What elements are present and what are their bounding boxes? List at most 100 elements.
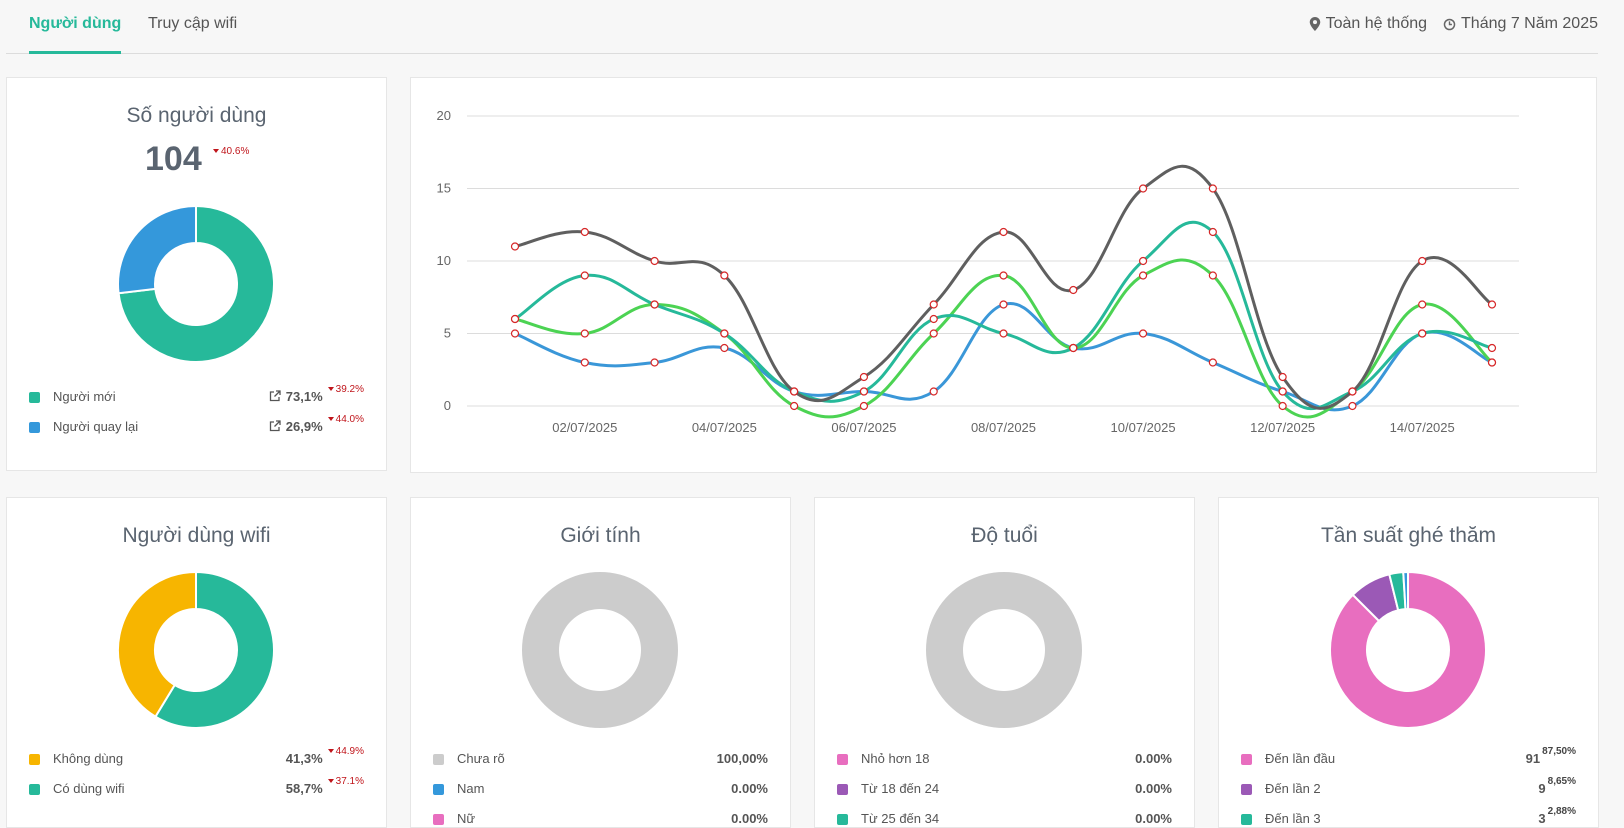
donut-slice[interactable] [925,572,1082,728]
users-card: Số người dùng 104 40.6% Người mới 73,1% … [6,77,387,471]
data-point[interactable] [929,300,938,309]
users-card-title: Số người dùng [126,104,267,127]
legend-label: Từ 25 đến 34 [861,811,940,826]
data-point[interactable] [1138,184,1148,193]
data-point[interactable] [580,227,589,237]
donut-slice[interactable] [117,204,275,363]
data-point[interactable] [1208,271,1217,280]
legend-label: Có dùng wifi [53,781,125,796]
legend-swatch [1241,814,1252,825]
donut-slice[interactable] [117,570,197,719]
data-point[interactable] [720,329,729,338]
legend-item-under-18: Nhỏ hơn 18 0.00% [837,748,1172,778]
legend-swatch [29,422,40,433]
legend-value: 0.00% [731,781,768,796]
data-point[interactable] [650,300,659,309]
data-point[interactable] [929,387,938,396]
data-point[interactable] [650,358,659,367]
tab-wifi-access[interactable]: Truy cập wifi [148,15,238,32]
donut-slice[interactable] [154,570,275,729]
data-point[interactable] [1487,343,1497,353]
series-line[interactable] [514,164,1493,410]
scope-filter[interactable]: Toàn hệ thống [1309,0,1427,48]
data-point[interactable] [580,271,589,280]
legend-label: Nữ [457,811,476,826]
legend-value: 91 87,50% [1525,746,1576,766]
data-point[interactable] [1069,343,1078,353]
data-point[interactable] [510,242,520,251]
caret-down-icon [327,386,334,391]
legend-value: 0.00% [1135,751,1172,766]
legend-swatch [1241,754,1252,765]
data-point[interactable] [1348,401,1357,411]
data-point[interactable] [1208,227,1217,237]
donut-slice[interactable] [521,572,678,728]
legend-swatch [433,784,444,795]
data-point[interactable] [510,314,520,324]
data-point[interactable] [1278,401,1287,411]
data-point[interactable] [790,401,799,411]
clock-icon [1443,18,1456,30]
daily-users-chart-card: 0 5 10 15 20 02/07/2025 04/07/2025 06/07/2025 08… [410,77,1597,473]
age-card: Độ tuổi Nhỏ hơn 18 0.00% Từ 18 đến 24 0.… [814,497,1195,828]
data-point[interactable] [1278,387,1287,396]
scope-label: Toàn hệ thống [1325,15,1428,32]
legend-item-18-24: Từ 18 đến 24 0.00% [837,778,1172,808]
legend-label: Nam [457,781,485,796]
data-point[interactable] [1487,358,1497,367]
legend-swatch [29,784,40,795]
legend-swatch [433,754,444,765]
data-point[interactable] [1418,300,1427,309]
data-point[interactable] [720,271,729,280]
gender-legend: Chưa rõ 100,00% Nam 0.00% Nữ 0.00% [433,748,768,828]
data-point[interactable] [929,314,938,324]
data-point[interactable] [1278,372,1287,382]
data-point[interactable] [859,387,869,396]
data-point[interactable] [1348,387,1357,396]
data-point[interactable] [650,256,659,266]
data-point[interactable] [1069,285,1078,295]
tab-users[interactable]: Người dùng [29,0,122,54]
legend-item-using-wifi: Có dùng wifi 58,7% 37.1% [29,776,364,808]
data-point[interactable] [1208,184,1217,193]
data-point[interactable] [1487,300,1497,309]
legend-item-female: Nữ 0.00% [433,808,768,828]
data-point[interactable] [999,300,1008,309]
data-point[interactable] [999,329,1008,338]
data-point[interactable] [790,387,799,396]
gender-card-title: Giới tính [560,524,641,547]
users-donut-chart [117,204,275,363]
data-point[interactable] [999,227,1008,237]
donut-slice[interactable] [1402,570,1409,611]
legend-value: 58,7% 37.1% [285,776,364,796]
period-label: Tháng 7 Năm 2025 [1461,15,1598,32]
data-point[interactable] [720,343,729,353]
data-point[interactable] [580,329,589,338]
data-point[interactable] [1138,329,1148,338]
donut-slice[interactable] [117,204,197,295]
data-point[interactable] [1138,256,1148,266]
data-point[interactable] [999,271,1008,280]
data-point[interactable] [1418,256,1427,266]
data-point[interactable] [580,358,589,367]
wifi-users-card: Người dùng wifi Không dùng 41,3% 44.9% C… [6,497,387,828]
external-link-icon[interactable] [269,420,281,432]
frequency-donut-chart [1329,570,1487,729]
donut-slice[interactable] [1329,570,1487,729]
legend-item-unknown: Chưa rõ 100,00% [433,748,768,778]
legend-label: Người quay lại [53,419,139,434]
data-point[interactable] [859,401,869,411]
legend-swatch [1241,784,1252,795]
data-point[interactable] [859,372,869,382]
period-filter[interactable]: Tháng 7 Năm 2025 [1443,0,1598,48]
x-tick-label: 06/07/2025 [831,420,896,435]
data-point[interactable] [1208,358,1217,367]
data-point[interactable] [1418,329,1427,338]
external-link-icon[interactable] [269,390,281,402]
data-point[interactable] [929,329,938,338]
legend-value: 41,3% 44.9% [285,746,364,766]
data-point[interactable] [510,329,520,338]
series-line[interactable] [514,220,1493,411]
data-point[interactable] [1138,271,1148,280]
legend-label: Đến lần 2 [1265,781,1321,796]
